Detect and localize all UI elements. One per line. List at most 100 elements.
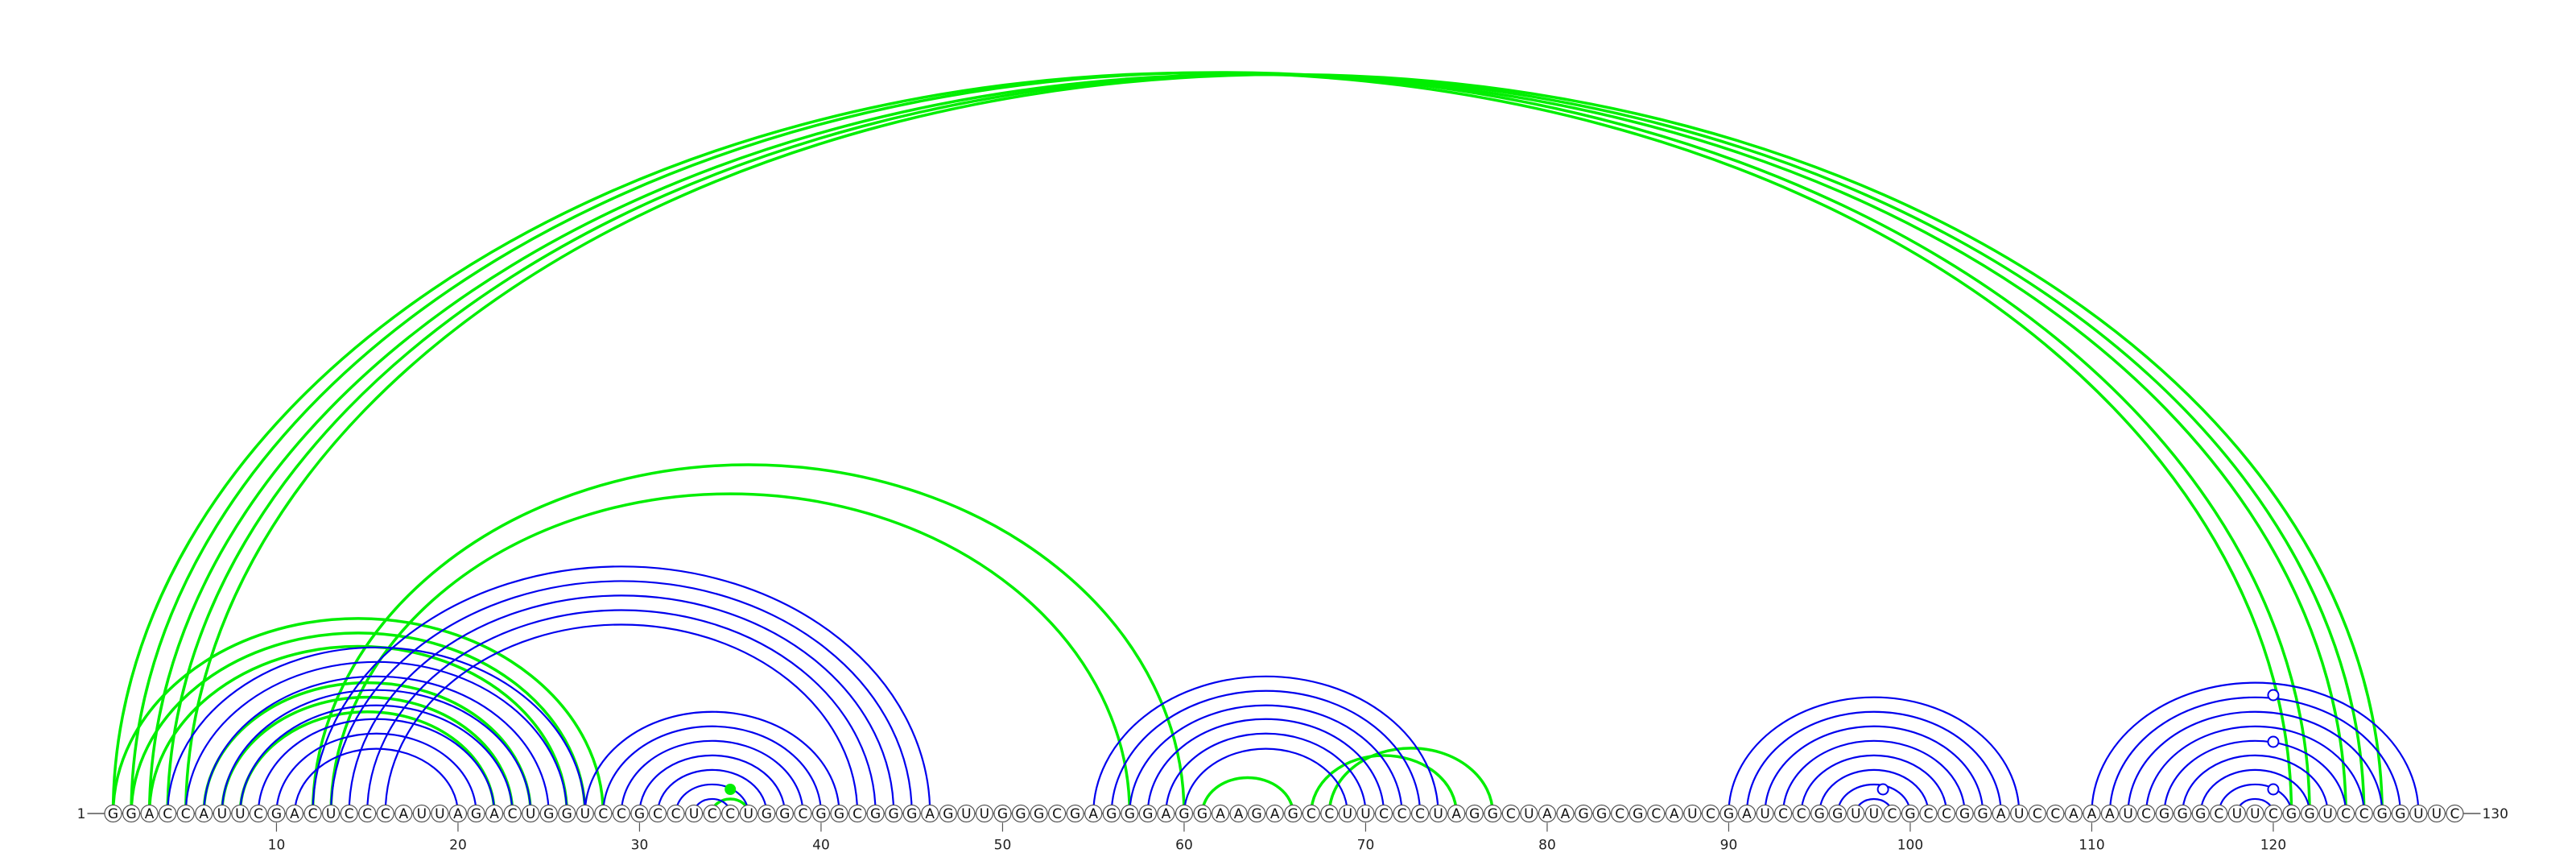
nucleotide-44: G xyxy=(885,804,903,823)
nucleotide-117: C xyxy=(2210,804,2228,823)
nucleotide-114: G xyxy=(2155,804,2174,823)
noncanonical-pair-arc-68-77 xyxy=(1327,747,1495,814)
nucleotide-circle xyxy=(1284,804,1302,823)
nucleotide-109: A xyxy=(2064,804,2083,823)
nucleotide-39: C xyxy=(794,804,812,823)
noncanonical-pair-arc-2-122 xyxy=(130,71,2311,814)
nucleotide-letter: C xyxy=(2268,806,2278,822)
nucleotide-23: C xyxy=(503,804,522,823)
nucleotide-letter: U xyxy=(1760,806,1769,822)
nucleotide-letter: U xyxy=(1360,806,1370,822)
nucleotide-circle xyxy=(1919,804,1938,823)
nucleotide-letter: G xyxy=(1034,806,1044,822)
nucleotide-letter: G xyxy=(1578,806,1588,822)
nucleotide-circle xyxy=(2409,804,2428,823)
nucleotide-letter: C xyxy=(617,806,626,822)
open-pair-marker xyxy=(2267,783,2280,796)
nucleotide-27: U xyxy=(576,804,594,823)
nucleotide-letter: A xyxy=(145,806,155,822)
nucleotide-11: A xyxy=(285,804,304,823)
nucleotide-circle xyxy=(1265,804,1284,823)
nucleotide-circle xyxy=(503,804,522,823)
nucleotide-circle xyxy=(1484,804,1502,823)
nucleotide-letter: G xyxy=(2286,806,2297,822)
nucleotide-46: A xyxy=(921,804,939,823)
nucleotide-circle xyxy=(921,804,939,823)
nucleotide-circle xyxy=(2318,804,2337,823)
nucleotide-circle xyxy=(1320,804,1339,823)
canonical-pair-arc-59-70 xyxy=(1165,732,1367,814)
nucleotide-circle xyxy=(811,804,831,823)
noncanonical-pair-arc-3-26 xyxy=(147,644,568,814)
nucleotide-letter: G xyxy=(1252,806,1262,822)
nucleotide-circle xyxy=(1429,804,1447,823)
nucleotide-letter: U xyxy=(526,806,535,822)
nucleotide-letter: G xyxy=(1959,806,1970,822)
nucleotide-circle xyxy=(249,804,267,823)
nucleotide-28: C xyxy=(594,804,613,823)
nucleotide-circle xyxy=(1955,804,1974,823)
nucleotide-circle xyxy=(2174,804,2192,823)
nucleotide-letter: C xyxy=(308,806,318,822)
nucleotide-82: G xyxy=(1574,804,1593,823)
nucleotide-circle xyxy=(1810,804,1829,823)
nucleotide-circle xyxy=(2227,804,2246,823)
nucleotide-circle xyxy=(1629,804,1647,823)
nucleotide-circle xyxy=(358,804,377,823)
nucleotide-6: A xyxy=(195,804,213,823)
nucleotide-circle xyxy=(1338,804,1357,823)
nucleotide-circle xyxy=(1248,804,1266,823)
nucleotide-letter: G xyxy=(762,806,772,822)
nucleotide-circle xyxy=(1356,804,1375,823)
canonical-pair-arc-29-39 xyxy=(620,739,804,814)
nucleotide-38: G xyxy=(775,804,794,823)
nucleotide-83: G xyxy=(1592,804,1611,823)
nucleotide-122: G xyxy=(2300,804,2319,823)
nucleotide-circle xyxy=(412,804,431,823)
nucleotide-letter: C xyxy=(1651,806,1661,822)
nucleotide-51: G xyxy=(1011,804,1030,823)
nucleotide-circle xyxy=(576,804,594,823)
nucleotide-circle xyxy=(2391,804,2409,823)
nucleotide-circle xyxy=(267,804,286,823)
nucleotide-letter: U xyxy=(2322,806,2332,822)
nucleotide-63: A xyxy=(1229,804,1248,823)
canonical-pair-arc-12-46 xyxy=(312,565,931,814)
nucleotide-126: G xyxy=(2373,804,2392,823)
canonical-pair-arc-15-43 xyxy=(366,609,877,814)
nucleotide-7: U xyxy=(213,804,231,823)
nucleotide-circle xyxy=(2246,804,2264,823)
nucleotide-112: U xyxy=(2119,804,2137,823)
nucleotide-85: G xyxy=(1629,804,1647,823)
nucleotide-8: U xyxy=(231,804,250,823)
nucleotide-32: C xyxy=(667,804,685,823)
nucleotide-35: C xyxy=(721,804,740,823)
nucleotide-57: G xyxy=(1121,804,1139,823)
nucleotide-45: G xyxy=(902,804,921,823)
noncanonical-pair-arc-13-57 xyxy=(329,492,1132,814)
nucleotide-circle xyxy=(2137,804,2156,823)
nucleotide-129: U xyxy=(2427,804,2446,823)
canonical-pair-arc-32-36 xyxy=(675,783,749,814)
nucleotide-circle xyxy=(213,804,231,823)
nucleotide-101: C xyxy=(1919,804,1938,823)
open-pair-marker xyxy=(2267,689,2280,702)
open-pair-marker xyxy=(1876,783,1889,796)
nucleotide-circle xyxy=(2337,804,2355,823)
nucleotide-33: U xyxy=(684,804,704,823)
nucleotide-circle xyxy=(1847,804,1865,823)
nucleotide-86: C xyxy=(1647,804,1666,823)
nucleotide-36: U xyxy=(739,804,758,823)
nucleotide-circle xyxy=(885,804,903,823)
nucleotide-circle xyxy=(2282,804,2301,823)
nucleotide-circle xyxy=(1084,804,1103,823)
nucleotide-letter: G xyxy=(1832,806,1843,822)
nucleotide-letter: A xyxy=(453,806,463,822)
nucleotide-letter: C xyxy=(362,806,372,822)
nucleotide-letter: C xyxy=(254,806,263,822)
nucleotide-letter: U xyxy=(2413,806,2423,822)
nucleotide-80: A xyxy=(1538,804,1557,823)
nucleotide-letter: A xyxy=(2069,806,2079,822)
canonical-pair-arc-13-45 xyxy=(330,580,913,814)
nucleotide-letter: U xyxy=(435,806,444,822)
